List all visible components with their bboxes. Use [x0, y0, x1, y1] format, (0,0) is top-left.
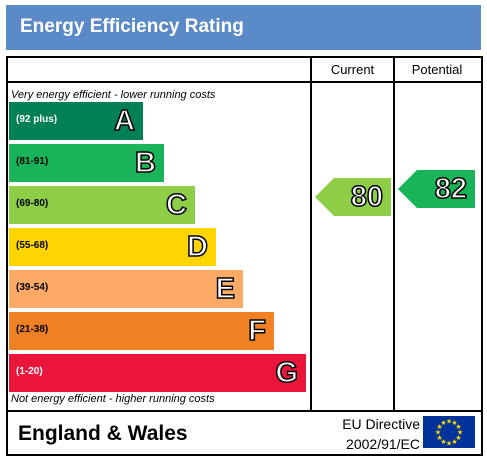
band-range-label: (69-80) — [16, 198, 49, 209]
note-top: Very energy efficient - lower running co… — [11, 89, 216, 101]
band-letter: B — [134, 146, 156, 180]
eu-directive-number: 2002/91/EC — [346, 436, 420, 452]
band-e: (39-54) E — [9, 270, 243, 308]
divider-potential — [393, 56, 395, 412]
eu-star-icon: ★ — [440, 419, 446, 427]
potential-arrow-shape — [398, 170, 475, 209]
region-label: England & Wales — [18, 422, 188, 445]
rating-frame — [6, 56, 483, 456]
band-range-label: (21-38) — [16, 324, 49, 335]
footer-rule — [6, 410, 481, 412]
band-f: (21-38) F — [9, 312, 274, 350]
page-title: Energy Efficiency Rating — [20, 16, 244, 37]
header-rule — [6, 81, 481, 83]
title-bar: Energy Efficiency Rating — [6, 5, 481, 50]
band-range-label: (55-68) — [16, 240, 49, 251]
band-letter: C — [165, 188, 187, 222]
band-letter: D — [186, 230, 208, 264]
potential-arrow-fill — [398, 170, 475, 209]
current-arrow-fill — [315, 178, 391, 216]
divider-current — [310, 56, 312, 412]
eu-star-icon: ★ — [440, 438, 446, 446]
eu-star-icon: ★ — [451, 419, 457, 427]
note-bottom: Not energy efficient - higher running co… — [11, 393, 215, 405]
current-arrow-shape — [315, 178, 391, 216]
eu-directive-label: EU Directive — [342, 416, 420, 432]
potential-rating-arrow: 82 — [398, 170, 475, 209]
eu-star-icon: ★ — [436, 434, 442, 442]
band-d: (55-68) D — [9, 228, 216, 266]
band-range-label: (81-91) — [16, 156, 49, 167]
band-letter: F — [248, 314, 267, 348]
current-rating-arrow: 80 — [315, 178, 391, 216]
band-range-label: (1-20) — [16, 366, 43, 377]
eu-star-icon: ★ — [455, 423, 461, 431]
band-letter: G — [275, 356, 299, 390]
column-header-potential: Potential — [411, 62, 463, 77]
band-range-label: (39-54) — [16, 282, 49, 293]
band-g: (1-20) G — [9, 354, 306, 392]
eu-star-icon: ★ — [451, 438, 457, 446]
eu-star-icon: ★ — [435, 429, 441, 437]
current-rating-value: 80 — [350, 180, 384, 214]
eu-flag-icon: ★ ★ ★ ★ ★ ★ ★ ★ ★ ★ ★ ★ — [423, 416, 475, 448]
band-range-label: (92 plus) — [16, 114, 58, 125]
eu-star-icon: ★ — [446, 418, 452, 426]
band-a: (92 plus) A — [9, 102, 143, 140]
eu-star-icon: ★ — [455, 434, 461, 442]
eu-star-icon: ★ — [446, 440, 452, 448]
band-letter: A — [113, 104, 135, 138]
band-letter: E — [215, 272, 236, 306]
eu-flag-stars: ★★★★★★★★★ ★ ★★ — [435, 418, 463, 448]
potential-rating-value: 82 — [434, 173, 468, 207]
band-c: (69-80) C — [9, 186, 195, 224]
eu-star-icon: ★ — [436, 423, 442, 431]
column-header-current: Current — [330, 62, 375, 77]
eu-star-icon: ★ — [457, 429, 463, 437]
band-b: (81-91) B — [9, 144, 164, 182]
